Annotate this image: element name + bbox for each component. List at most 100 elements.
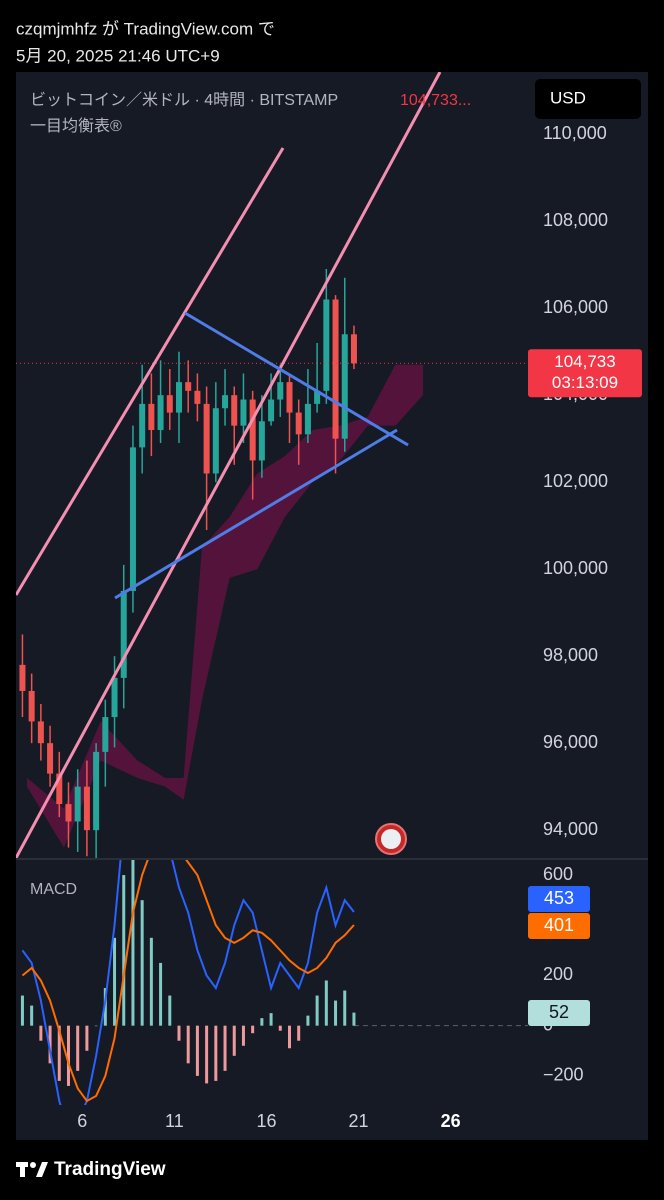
candle-body xyxy=(83,786,90,831)
macd-line xyxy=(21,860,355,1105)
y-tick-label: 110,000 xyxy=(543,123,607,143)
y-tick-label: 106,000 xyxy=(543,297,608,317)
y-tick-label: 96,000 xyxy=(543,732,598,752)
histogram-bar xyxy=(232,1025,236,1056)
candle-body xyxy=(258,421,265,461)
candle-body xyxy=(268,399,275,422)
histogram-bar xyxy=(306,1015,310,1026)
channel-line xyxy=(16,72,442,858)
candle-body xyxy=(295,412,302,435)
histogram-bar xyxy=(297,1025,301,1041)
histogram-bar xyxy=(57,1025,61,1081)
histogram-bar xyxy=(66,1025,70,1086)
histogram-bar xyxy=(149,937,153,1026)
histogram-bar xyxy=(140,900,144,1026)
candle-body xyxy=(166,395,173,413)
histogram-bar xyxy=(352,1012,356,1026)
candle-body xyxy=(350,334,357,364)
histogram-bar xyxy=(260,1018,264,1026)
candle-body xyxy=(37,721,44,744)
histogram-bar xyxy=(131,860,135,1026)
histogram-bar xyxy=(39,1025,43,1041)
indicator-name: 一目均衡表® xyxy=(30,117,122,135)
macd-title: MACD xyxy=(30,881,77,898)
histogram-bar xyxy=(168,995,172,1026)
candle-body xyxy=(277,382,284,400)
axes: 110,000108,000106,000104,000102,000100,0… xyxy=(77,123,642,1131)
drawings xyxy=(16,72,442,858)
share-line: czqmjmhfz が TradingView.com で xyxy=(16,19,275,38)
x-tick-label: 21 xyxy=(349,1111,369,1131)
candle-body xyxy=(56,773,63,805)
logo-part xyxy=(30,1162,36,1168)
histogram-bar xyxy=(94,1025,98,1027)
histogram-bar xyxy=(205,1025,209,1084)
histogram-bar xyxy=(334,1000,338,1026)
candle-body xyxy=(157,395,164,430)
value-label: 52 xyxy=(549,1002,569,1022)
histogram-bar xyxy=(251,1025,255,1034)
candle-body xyxy=(231,395,238,426)
candle-body xyxy=(249,399,256,461)
histogram-bar xyxy=(315,995,319,1026)
logo-part xyxy=(36,1162,48,1177)
footer-logo xyxy=(16,1162,48,1177)
candle-body xyxy=(148,403,155,430)
y-tick-label: 108,000 xyxy=(543,210,608,230)
value-box xyxy=(528,1000,590,1026)
candle-body xyxy=(28,690,35,722)
candle-body xyxy=(74,786,81,822)
candle-body xyxy=(314,390,321,404)
triangle-line xyxy=(114,428,398,600)
last-price-box xyxy=(528,349,642,398)
histogram-bar xyxy=(48,1025,52,1064)
histogram-bar xyxy=(113,937,117,1026)
histogram-bar xyxy=(269,1013,273,1026)
last-price-label: 104,733 xyxy=(554,352,615,371)
candle-body xyxy=(240,399,247,426)
candle-body xyxy=(47,743,54,774)
x-tick-label: 16 xyxy=(256,1111,276,1131)
histogram-bar xyxy=(241,1025,245,1046)
x-tick-label: 26 xyxy=(441,1111,461,1131)
candle-body xyxy=(93,751,100,831)
histogram-bar xyxy=(20,995,24,1026)
event-flag xyxy=(381,829,401,849)
candle-body xyxy=(222,395,229,409)
candle-body xyxy=(175,382,182,413)
candle-body xyxy=(139,403,146,448)
currency-label: USD xyxy=(550,88,586,107)
candle-body xyxy=(323,299,330,391)
candle-body xyxy=(212,408,219,474)
candle-body xyxy=(332,299,339,439)
value-box xyxy=(528,886,590,912)
candle-body xyxy=(286,382,293,413)
candle-body xyxy=(129,447,136,591)
histogram-bar xyxy=(103,988,107,1026)
date-line: 5月 20, 2025 21:46 UTC+9 xyxy=(16,46,220,65)
countdown-label: 03:13:09 xyxy=(552,373,618,392)
candle-body xyxy=(203,403,210,474)
histogram-bar xyxy=(122,875,126,1026)
ichimoku-cloud xyxy=(27,364,424,848)
value-label: 453 xyxy=(544,888,574,908)
histogram-bar xyxy=(195,1025,199,1076)
y-tick-label: 102,000 xyxy=(543,471,608,491)
triangle-line xyxy=(184,311,409,447)
candle-body xyxy=(120,590,127,678)
candle-body xyxy=(19,664,26,691)
x-tick-label: 6 xyxy=(77,1111,87,1131)
histogram-bar xyxy=(177,1025,181,1041)
histogram-bar xyxy=(223,1025,227,1071)
y-tick-label: 200 xyxy=(543,964,573,984)
histogram-bar xyxy=(30,1005,34,1026)
currency-button[interactable] xyxy=(535,79,641,119)
y-tick-label: −200 xyxy=(543,1065,584,1085)
histogram-bar xyxy=(214,1025,218,1081)
candle-body xyxy=(194,390,201,404)
y-tick-label: 100,000 xyxy=(543,558,608,578)
candle-body xyxy=(185,382,192,391)
histogram-bar xyxy=(287,1025,291,1049)
